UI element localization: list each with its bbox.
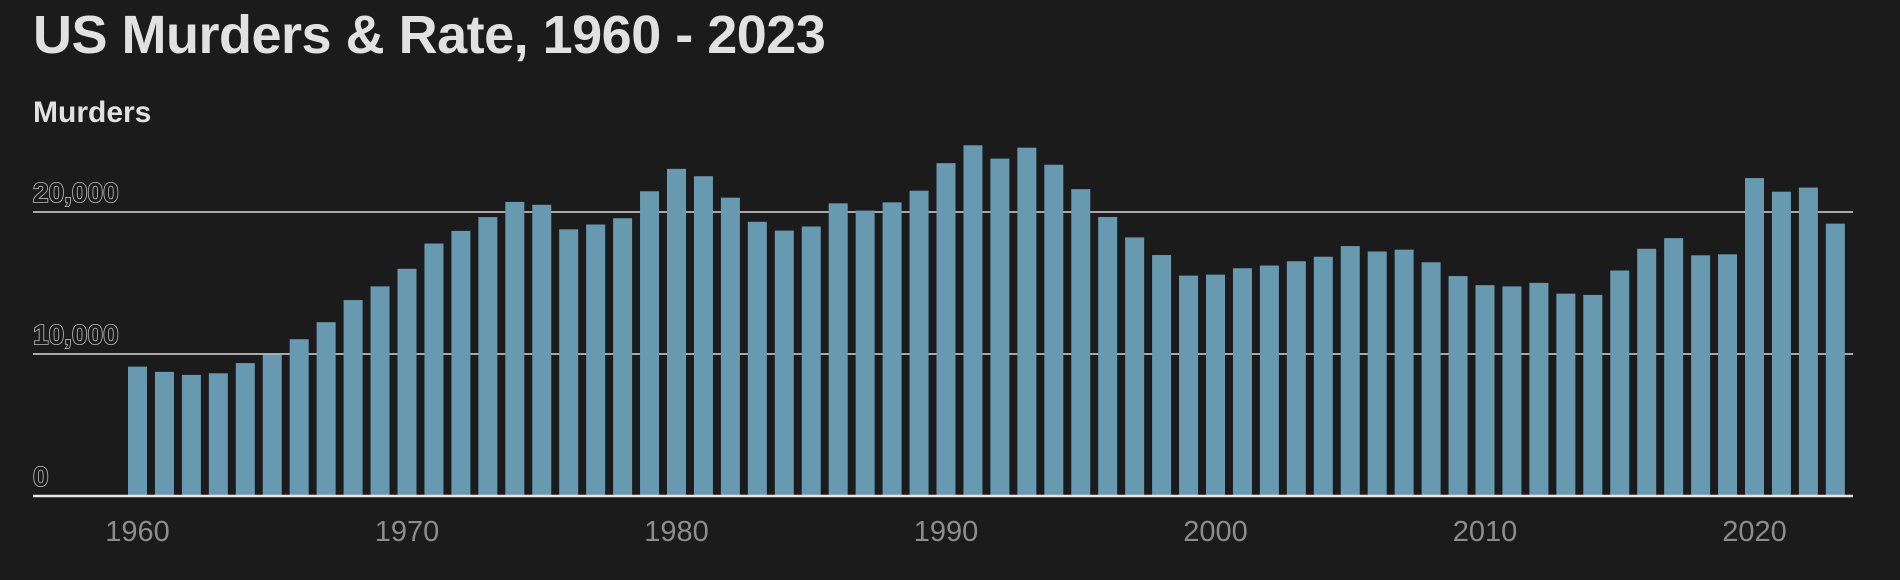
bar-1998	[1152, 255, 1172, 496]
bar-2009	[1448, 276, 1468, 496]
bar-1960	[128, 366, 147, 496]
bar-1974	[505, 201, 525, 496]
chart-title: US Murders & Rate, 1960 - 2023	[33, 5, 826, 65]
bar-1983	[747, 221, 767, 496]
x-tick-label-2010: 2010	[1453, 516, 1518, 548]
bar-1963	[208, 373, 228, 496]
bar-2008	[1421, 262, 1441, 496]
y-tick-label-0: 0	[33, 461, 49, 492]
bar-2017	[1664, 238, 1684, 497]
bar-1985	[801, 226, 821, 496]
bar-2013	[1556, 293, 1576, 496]
bar-2019	[1718, 254, 1738, 496]
bar-1971	[424, 243, 444, 496]
bar-1976	[559, 229, 579, 496]
y-tick-label-10,000: 10,000	[33, 319, 119, 350]
x-tick-label-1960: 1960	[105, 516, 170, 548]
bar-1982	[720, 197, 740, 496]
bar-1977	[586, 224, 606, 496]
bar-2022	[1798, 187, 1818, 497]
x-tick-label-1970: 1970	[375, 516, 440, 548]
bar-1979	[640, 191, 660, 496]
bar-2014	[1583, 294, 1603, 496]
bar-1967	[316, 322, 336, 496]
bar-1990	[936, 163, 956, 497]
bar-1988	[882, 202, 902, 496]
bar-1965	[262, 354, 282, 496]
bar-1969	[370, 286, 390, 496]
x-tick-label-1980: 1980	[644, 516, 709, 548]
y-tick-label-20,000: 20,000	[33, 177, 119, 208]
bar-1981	[693, 176, 713, 496]
bar-1966	[289, 339, 309, 496]
bar-2001	[1232, 268, 1252, 496]
bar-2018	[1691, 255, 1711, 496]
bar-1996	[1098, 216, 1118, 496]
bar-1989	[909, 190, 929, 496]
x-tick-label-1990: 1990	[914, 516, 979, 548]
bar-1975	[532, 204, 552, 496]
bar-2007	[1394, 249, 1414, 496]
bar-2020	[1745, 178, 1764, 496]
bar-2003	[1286, 261, 1306, 496]
x-tick-label-2000: 2000	[1183, 516, 1248, 548]
bar-2023	[1825, 223, 1845, 497]
bar-2006	[1367, 251, 1387, 496]
bar-2000	[1206, 274, 1225, 496]
bar-1999	[1179, 275, 1199, 496]
bar-1980	[667, 168, 686, 496]
bar-1993	[1017, 147, 1037, 496]
bar-2021	[1771, 191, 1791, 496]
bar-1991	[963, 145, 983, 496]
bar-1992	[990, 158, 1010, 496]
x-tick-labels: 1960 1970 1980 1990 2000 2010 2020	[105, 516, 1787, 548]
bar-2004	[1313, 256, 1333, 496]
y-axis-label: Murders	[33, 96, 152, 129]
bar-2011	[1502, 286, 1522, 496]
bar-1961	[154, 371, 174, 496]
y-tick-labels: 0 10,000 20,000	[32, 176, 119, 493]
bar-2005	[1340, 246, 1360, 496]
bar-2002	[1259, 265, 1279, 496]
bar-1995	[1071, 189, 1091, 496]
bar-2016	[1637, 248, 1657, 496]
bar-2015	[1610, 270, 1630, 496]
bar-2010	[1475, 285, 1495, 496]
bars	[128, 145, 1845, 497]
bar-1964	[235, 363, 255, 496]
bar-1984	[774, 230, 794, 497]
bar-1973	[478, 217, 498, 496]
bar-1962	[181, 374, 201, 496]
bar-1987	[855, 210, 875, 496]
bar-1986	[828, 203, 848, 496]
bar-2012	[1529, 282, 1549, 496]
bar-1994	[1044, 164, 1064, 497]
bar-1972	[451, 230, 471, 497]
bar-1997	[1125, 237, 1145, 496]
bar-1968	[343, 300, 363, 496]
bar-1978	[613, 218, 633, 497]
bar-1970	[397, 268, 417, 496]
x-tick-label-2020: 2020	[1722, 516, 1787, 548]
